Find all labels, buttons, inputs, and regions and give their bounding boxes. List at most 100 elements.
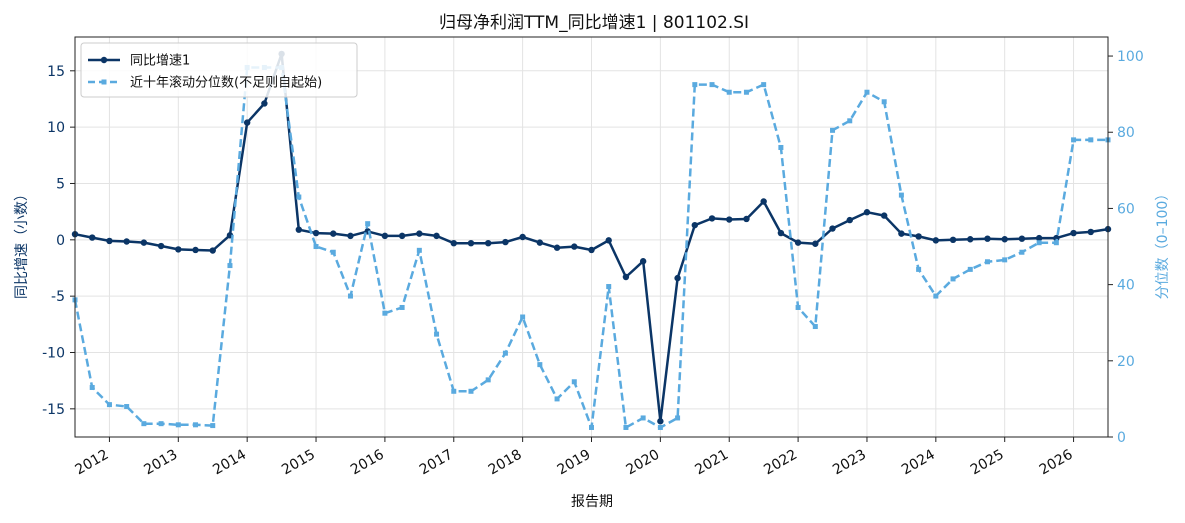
- data-point-percentile: [950, 276, 956, 282]
- data-point-growth: [708, 215, 716, 222]
- data-point-growth: [312, 229, 320, 237]
- data-point-percentile: [761, 82, 767, 88]
- data-point-percentile: [795, 304, 801, 310]
- data-point-percentile: [502, 350, 508, 356]
- x-tick-label: 2015: [279, 447, 318, 479]
- data-point-percentile: [1071, 137, 1077, 143]
- data-point-percentile: [571, 379, 577, 385]
- data-point-growth: [812, 240, 819, 247]
- x-tick-label: 2026: [1037, 447, 1076, 479]
- left-axis-label: 同比增速（小数）: [14, 187, 30, 299]
- data-point-percentile: [210, 423, 216, 429]
- data-point-growth: [1018, 235, 1026, 242]
- data-point-percentile: [416, 247, 422, 253]
- data-point-percentile: [1019, 249, 1025, 255]
- data-point-percentile: [1002, 257, 1008, 263]
- x-tick-label: 2021: [692, 447, 731, 479]
- data-point-percentile: [743, 89, 749, 95]
- data-point-percentile: [554, 396, 560, 402]
- data-point-growth: [967, 236, 974, 243]
- data-point-percentile: [468, 388, 474, 394]
- data-point-percentile: [382, 310, 388, 316]
- data-point-growth: [743, 215, 750, 223]
- data-point-growth: [295, 226, 303, 233]
- data-point-growth: [915, 233, 922, 240]
- data-point-percentile: [898, 192, 904, 198]
- data-point-growth: [89, 234, 96, 241]
- data-point-percentile: [933, 293, 939, 299]
- x-tick-label: 2016: [348, 447, 387, 479]
- data-point-growth: [450, 239, 457, 247]
- data-point-percentile: [1088, 137, 1094, 143]
- data-point-growth: [674, 274, 681, 282]
- data-point-growth: [243, 119, 251, 126]
- data-point-growth: [157, 242, 165, 250]
- data-point-growth: [880, 212, 888, 219]
- data-point-percentile: [692, 82, 698, 88]
- data-point-percentile: [984, 259, 990, 265]
- data-point-growth: [949, 236, 957, 244]
- data-point-growth: [794, 239, 802, 246]
- data-point-percentile: [296, 194, 302, 200]
- x-tick-label: 2014: [210, 447, 249, 479]
- data-point-percentile: [640, 415, 646, 421]
- data-point-percentile: [623, 424, 629, 430]
- data-point-percentile: [313, 244, 319, 250]
- data-point-percentile: [967, 266, 973, 272]
- data-point-growth: [863, 209, 871, 216]
- left-tick-label: 0: [56, 233, 65, 249]
- data-point-growth: [1035, 234, 1043, 242]
- x-tick-label: 2024: [899, 447, 938, 479]
- data-point-percentile: [657, 424, 663, 430]
- data-point-percentile: [726, 89, 732, 95]
- data-point-growth: [984, 235, 991, 242]
- data-point-growth: [726, 216, 733, 223]
- data-point-percentile: [347, 293, 353, 299]
- data-point-growth: [175, 246, 182, 253]
- x-axis-label: 报告期: [571, 494, 613, 510]
- data-point-percentile: [520, 314, 526, 320]
- data-point-percentile: [675, 415, 681, 421]
- data-point-growth: [536, 239, 544, 246]
- data-point-percentile: [158, 421, 164, 427]
- right-tick-label: 80: [1117, 125, 1135, 141]
- legend-box: [80, 42, 358, 98]
- data-point-percentile: [485, 377, 491, 383]
- data-point-growth: [777, 229, 785, 237]
- data-point-growth: [330, 230, 337, 237]
- data-point-percentile: [812, 324, 818, 330]
- left-tick-label: -15: [42, 402, 65, 418]
- x-tick-label: 2018: [486, 447, 525, 479]
- legend: 同比增速1 近十年滚动分位数(不足则自起始): [80, 42, 358, 98]
- data-point-growth: [209, 247, 216, 254]
- data-point-percentile: [881, 99, 887, 105]
- x-tick-label: 2012: [73, 447, 112, 479]
- data-point-percentile: [847, 118, 853, 124]
- data-point-growth: [106, 237, 113, 245]
- left-tick-label: 10: [47, 120, 65, 136]
- data-point-growth: [898, 230, 905, 237]
- data-point-percentile: [330, 249, 336, 255]
- legend-marker-growth: [100, 56, 108, 64]
- data-point-percentile: [864, 89, 870, 95]
- data-point-growth: [398, 232, 406, 240]
- legend-marker-percentile: [101, 79, 107, 85]
- x-tick-label: 2023: [830, 447, 869, 479]
- data-point-percentile: [141, 421, 147, 427]
- data-point-growth: [588, 246, 595, 254]
- data-point-growth: [622, 273, 630, 281]
- chart-title: 归母净利润TTM_同比增速1 | 801102.SI: [439, 13, 749, 33]
- data-point-percentile: [365, 221, 371, 227]
- data-point-growth: [123, 238, 130, 245]
- data-point-growth: [571, 243, 578, 250]
- right-axis: 0 20 40 60 80 100: [1108, 49, 1144, 446]
- x-tick-label: 2013: [141, 447, 180, 479]
- right-tick-label: 40: [1117, 278, 1135, 294]
- data-point-percentile: [451, 388, 457, 394]
- data-point-percentile: [434, 331, 440, 337]
- right-tick-label: 0: [1117, 430, 1126, 446]
- right-axis-label: 分位数（0–100）: [1155, 187, 1171, 300]
- data-point-growth: [1001, 236, 1008, 243]
- data-point-growth: [932, 237, 940, 244]
